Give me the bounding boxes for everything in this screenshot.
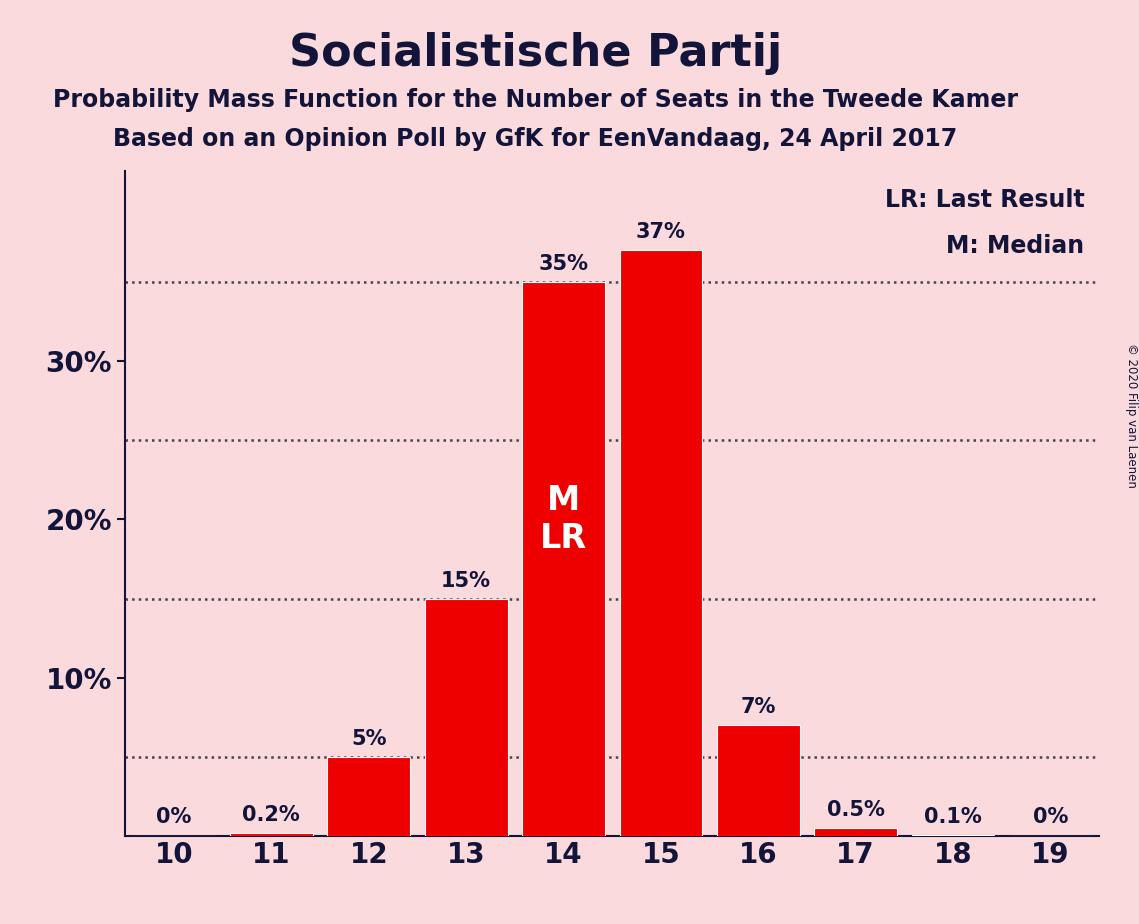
- Bar: [716, 725, 800, 836]
- Text: LR: Last Result: LR: Last Result: [885, 188, 1084, 212]
- Text: Probability Mass Function for the Number of Seats in the Tweede Kamer: Probability Mass Function for the Number…: [52, 88, 1018, 112]
- Bar: [327, 757, 410, 836]
- Text: 0.1%: 0.1%: [924, 807, 982, 827]
- Text: 0%: 0%: [156, 807, 191, 827]
- Text: 37%: 37%: [636, 222, 686, 242]
- Text: 15%: 15%: [441, 571, 491, 590]
- Text: © 2020 Filip van Laenen: © 2020 Filip van Laenen: [1124, 344, 1138, 488]
- Text: M: Median: M: Median: [947, 234, 1084, 258]
- Text: 35%: 35%: [539, 254, 589, 274]
- Text: M
LR: M LR: [540, 484, 587, 555]
- Bar: [425, 599, 508, 836]
- Bar: [911, 834, 994, 836]
- Text: 0.2%: 0.2%: [243, 805, 301, 825]
- Bar: [522, 282, 605, 836]
- Text: 0%: 0%: [1033, 807, 1068, 827]
- Bar: [814, 828, 898, 836]
- Text: Socialistische Partij: Socialistische Partij: [288, 32, 782, 76]
- Text: Based on an Opinion Poll by GfK for EenVandaag, 24 April 2017: Based on an Opinion Poll by GfK for EenV…: [113, 127, 958, 151]
- Text: 0.5%: 0.5%: [827, 800, 885, 821]
- Bar: [620, 250, 703, 836]
- Text: 7%: 7%: [740, 698, 776, 717]
- Bar: [230, 833, 313, 836]
- Text: 5%: 5%: [351, 729, 386, 749]
